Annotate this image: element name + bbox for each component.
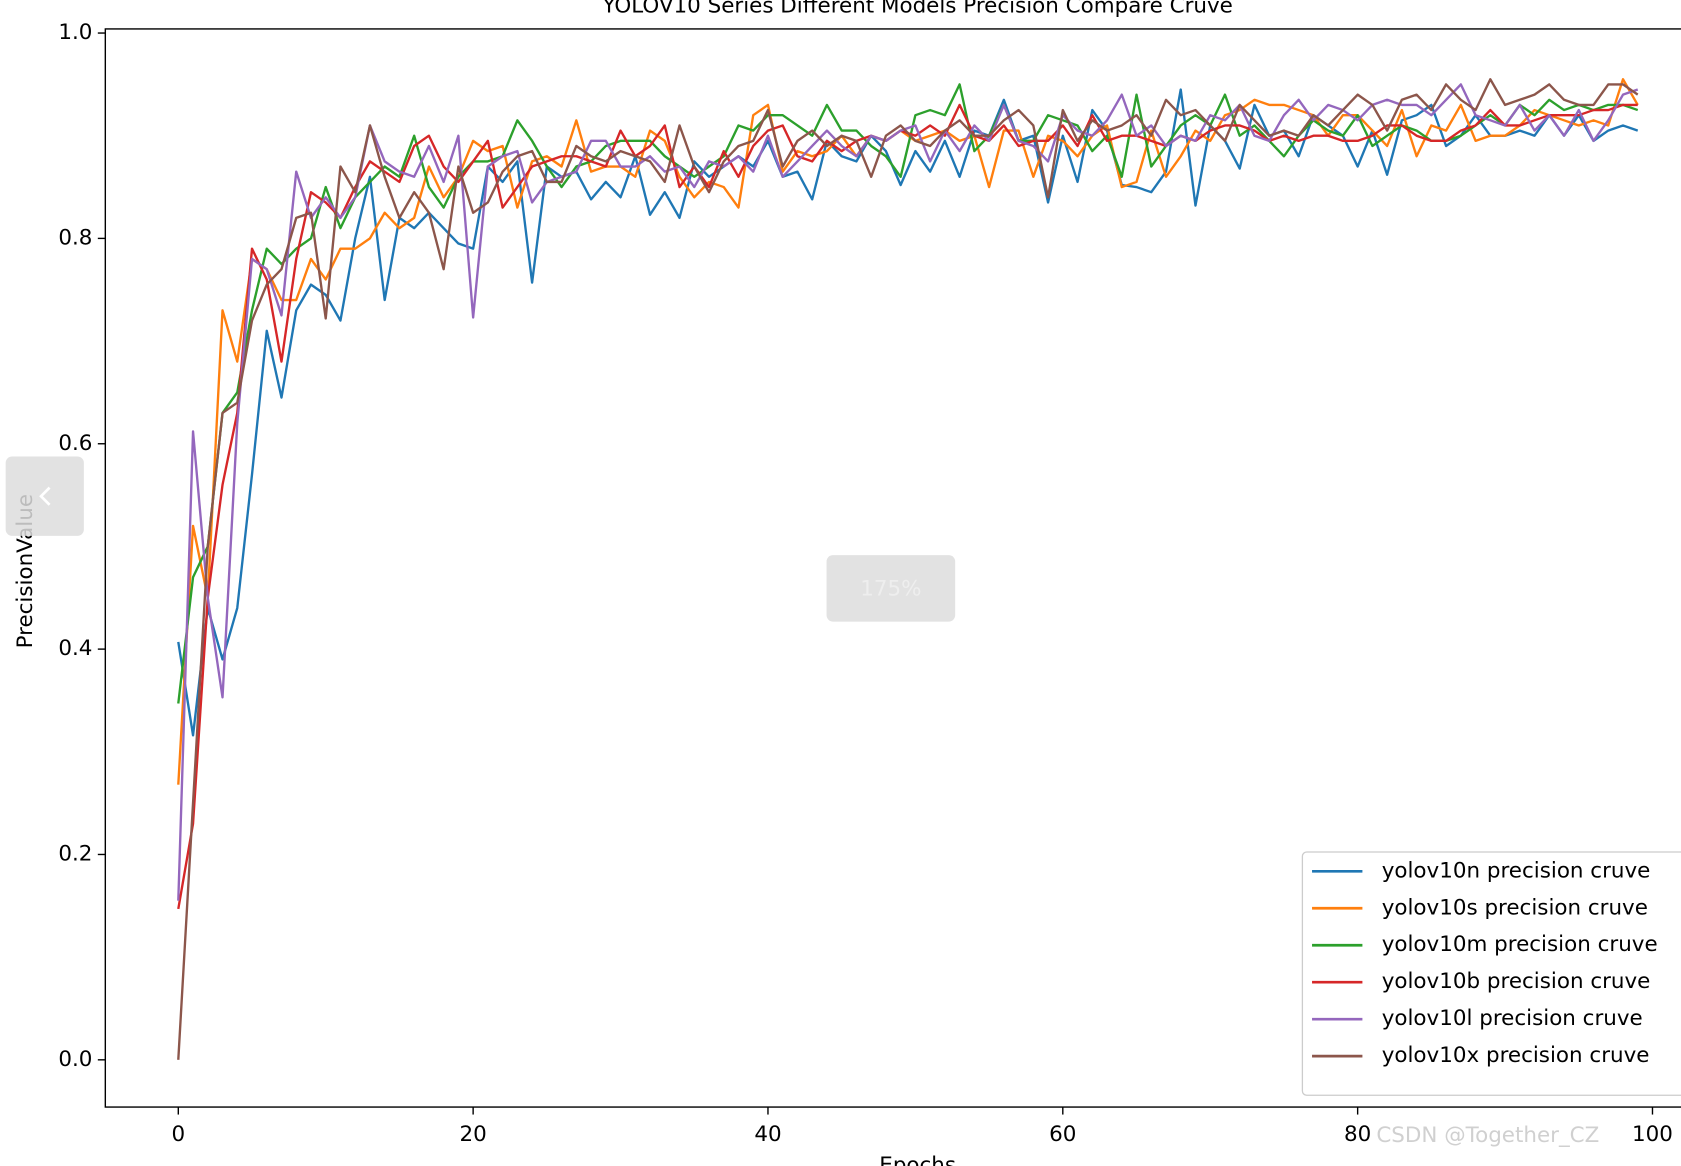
x-tick-label: 40	[754, 1122, 781, 1147]
x-tick-label: 100	[1632, 1122, 1673, 1147]
y-tick-label: 0.0	[58, 1047, 92, 1072]
x-tick-label: 20	[459, 1122, 486, 1147]
legend-label: yolov10b precision cruve	[1382, 969, 1651, 994]
y-tick-label: 0.2	[58, 841, 92, 866]
legend-label: yolov10n precision cruve	[1382, 858, 1651, 883]
y-tick-label: 1.0	[58, 20, 92, 45]
chart-title: YOLOV10 Series Different Models Precisio…	[601, 0, 1232, 18]
legend-label: yolov10x precision cruve	[1382, 1043, 1650, 1068]
watermark: CSDN @Together_CZ	[1376, 1123, 1599, 1148]
axes-frame	[104, 28, 1681, 1108]
x-tick-label: 0	[171, 1122, 185, 1147]
legend: yolov10n precision cruve yolov10s precisi…	[1301, 851, 1681, 1096]
legend-box	[1301, 851, 1681, 1096]
zoom-label: 175%	[860, 576, 921, 601]
y-tick-label: 0.4	[58, 636, 92, 661]
series-line	[177, 83, 1639, 901]
x-tick-label: 60	[1049, 1122, 1076, 1147]
x-axis-label: Epochs	[879, 1153, 956, 1166]
x-tick-label: 80	[1344, 1122, 1371, 1147]
series-line	[177, 88, 1639, 737]
zoom-badge	[826, 555, 956, 622]
legend-label: yolov10s precision cruve	[1382, 895, 1648, 920]
legend-label: yolov10l precision cruve	[1382, 1006, 1643, 1031]
series-line	[177, 78, 1639, 785]
plot-area: 0.0 0.2 0.4 0.6 0.8 1.0 0 20 40 60 80 100	[58, 20, 1681, 1147]
nav-button[interactable]	[5, 456, 84, 536]
series-line	[177, 78, 1639, 1060]
legend-label: yolov10m precision cruve	[1382, 932, 1658, 957]
y-tick-label: 0.6	[58, 431, 92, 456]
nav-arrow	[39, 486, 51, 506]
y-tick-label: 0.8	[58, 225, 92, 250]
